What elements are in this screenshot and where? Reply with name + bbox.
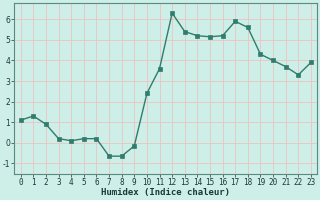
- X-axis label: Humidex (Indice chaleur): Humidex (Indice chaleur): [101, 188, 230, 197]
